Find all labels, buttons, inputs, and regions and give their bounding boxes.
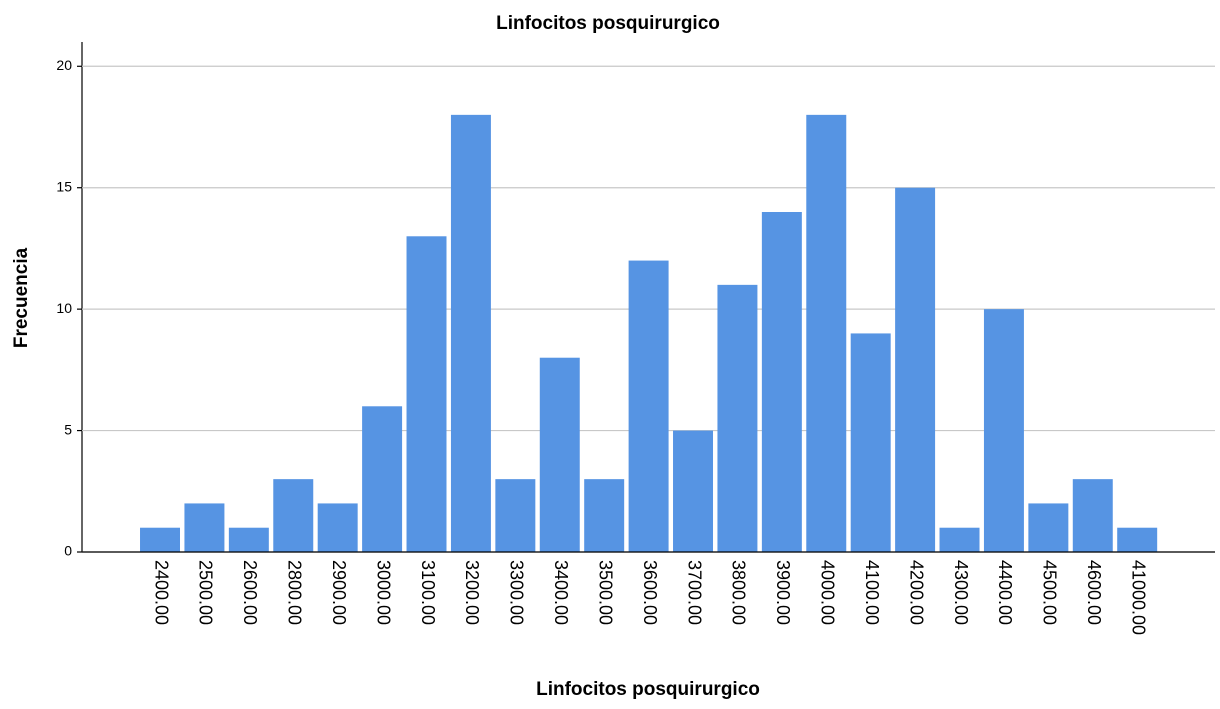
bar bbox=[450, 114, 491, 552]
bar bbox=[362, 406, 403, 552]
bar bbox=[1117, 527, 1158, 552]
bar bbox=[184, 503, 225, 552]
x-tick-label: 4100.00 bbox=[862, 560, 882, 625]
y-tick-label: 20 bbox=[56, 57, 72, 73]
bar bbox=[1028, 503, 1069, 552]
x-tick-label: 3700.00 bbox=[684, 560, 704, 625]
x-tick-label: 2500.00 bbox=[196, 560, 216, 625]
y-tick-label: 10 bbox=[56, 300, 72, 316]
bar bbox=[317, 503, 358, 552]
y-tick-label: 15 bbox=[56, 178, 72, 194]
bar bbox=[539, 357, 580, 552]
bar bbox=[584, 479, 625, 552]
y-tick-label: 5 bbox=[64, 421, 72, 437]
bar bbox=[140, 527, 180, 552]
bar bbox=[673, 430, 714, 552]
chart-title: Linfocitos posquirurgico bbox=[496, 13, 720, 34]
x-tick-label: 2800.00 bbox=[285, 560, 305, 625]
bar bbox=[406, 236, 447, 553]
bar bbox=[495, 479, 536, 552]
x-tick-label: 41000.00 bbox=[1128, 560, 1148, 635]
bar bbox=[717, 284, 758, 552]
bar bbox=[628, 260, 669, 552]
x-tick-label: 3500.00 bbox=[595, 560, 615, 625]
x-tick-label: 4000.00 bbox=[818, 560, 838, 625]
x-tick-label: 2600.00 bbox=[240, 560, 260, 625]
x-tick-label: 3100.00 bbox=[418, 560, 438, 625]
x-tick-label: 3800.00 bbox=[729, 560, 749, 625]
bar bbox=[228, 527, 269, 552]
bar bbox=[761, 212, 802, 552]
x-tick-label: 4300.00 bbox=[951, 560, 971, 625]
y-tick-label: 0 bbox=[64, 543, 72, 559]
x-tick-label: 3900.00 bbox=[773, 560, 793, 625]
x-tick-label: 4200.00 bbox=[906, 560, 926, 625]
bar bbox=[1072, 479, 1113, 552]
x-axis-label: Linfocitos posquirurgico bbox=[536, 679, 760, 700]
bar bbox=[983, 309, 1024, 552]
x-tick-label: 4500.00 bbox=[1040, 560, 1060, 625]
bar bbox=[850, 333, 891, 552]
bar bbox=[895, 187, 936, 552]
bar bbox=[273, 479, 314, 552]
y-axis-label: Frecuencia bbox=[11, 247, 32, 348]
x-tick-label: 4600.00 bbox=[1084, 560, 1104, 625]
x-tick-label: 3400.00 bbox=[551, 560, 571, 625]
x-tick-label: 2400.00 bbox=[151, 560, 171, 625]
x-tick-label: 3600.00 bbox=[640, 560, 660, 625]
bar bbox=[806, 114, 847, 552]
bar bbox=[939, 527, 980, 552]
x-tick-label: 3300.00 bbox=[507, 560, 527, 625]
x-tick-label: 2900.00 bbox=[329, 560, 349, 625]
x-tick-label: 4400.00 bbox=[995, 560, 1015, 625]
x-tick-label: 3200.00 bbox=[462, 560, 482, 625]
x-tick-label: 3000.00 bbox=[373, 560, 393, 625]
